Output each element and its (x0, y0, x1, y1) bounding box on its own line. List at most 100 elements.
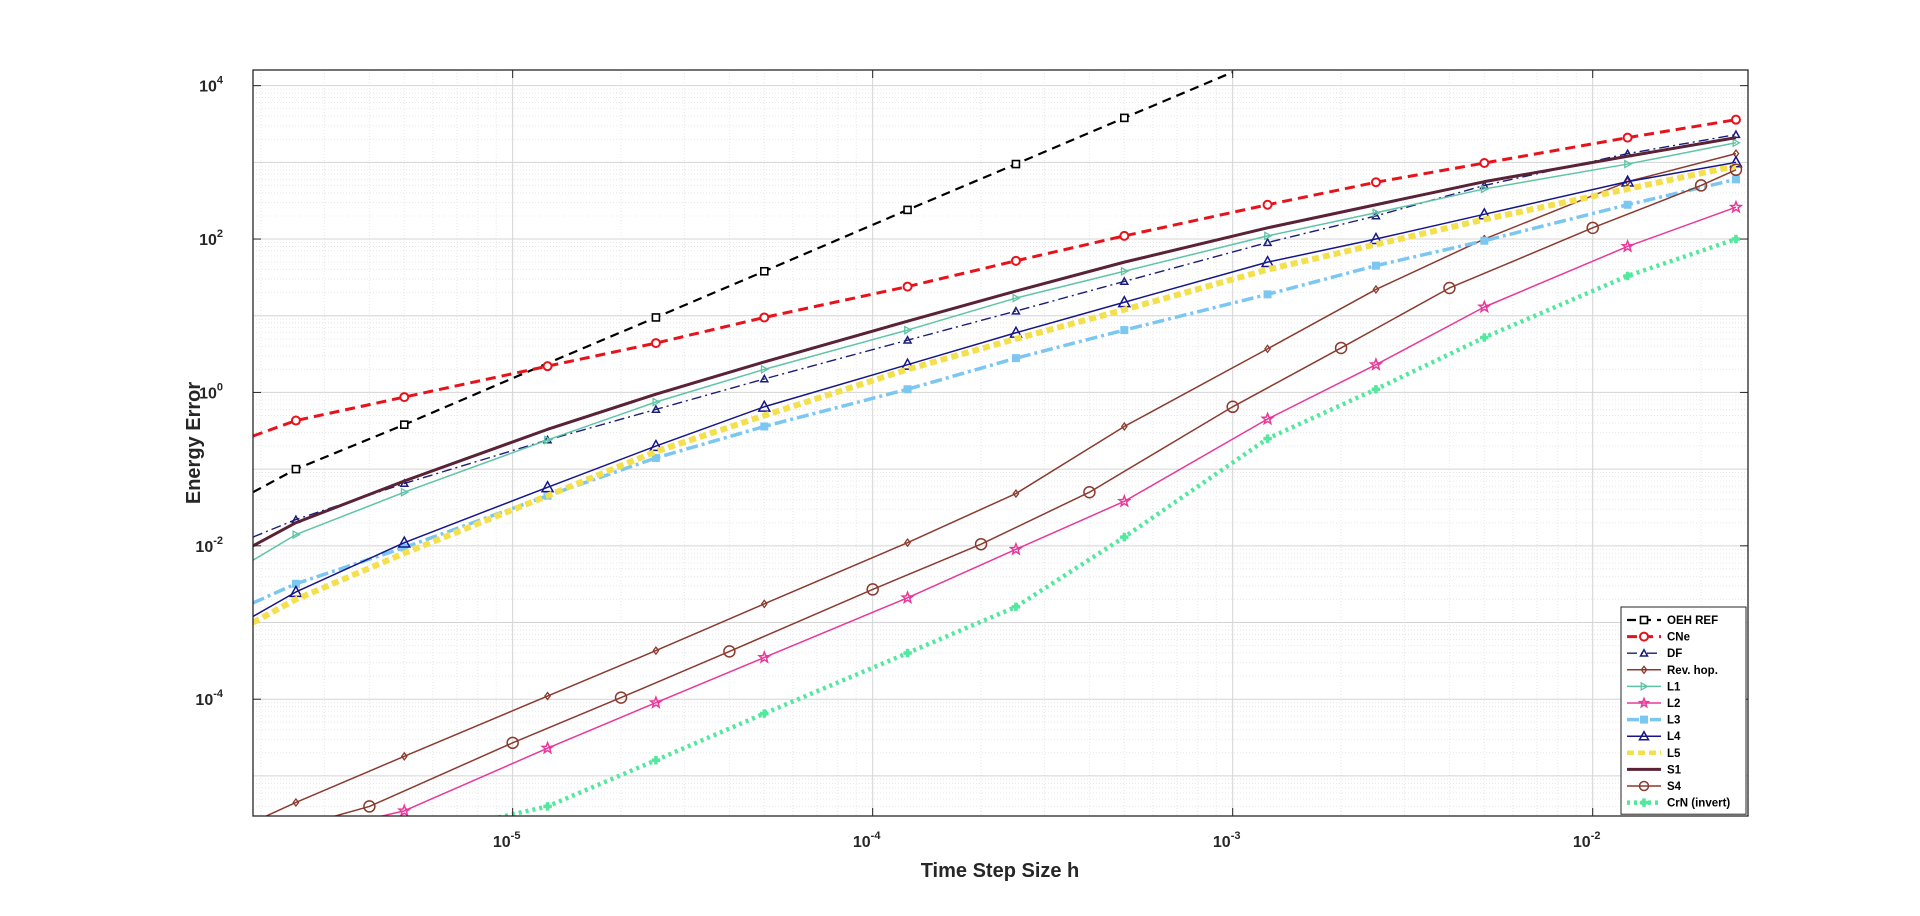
data-point-crn-invert (1263, 434, 1272, 443)
series-line-s4 (332, 169, 1737, 816)
data-point-l3 (760, 422, 769, 431)
data-point-l2 (1117, 493, 1132, 508)
data-point-s4 (1334, 341, 1348, 355)
legend-label-cne: CNe (1667, 632, 1690, 644)
data-point-crn-invert (1480, 333, 1489, 342)
series-line-df (253, 133, 1737, 538)
data-point-s4 (974, 537, 988, 551)
data-point-rev-hop (544, 691, 551, 701)
data-point-s4 (1694, 179, 1708, 192)
x-tick-label: 10-5 (493, 830, 521, 851)
data-point-l3 (1480, 236, 1489, 245)
y-tick-label: 10-4 (195, 688, 223, 709)
data-point-s4 (1226, 400, 1239, 414)
data-point-crn-invert (651, 755, 661, 765)
data-point-cne (1262, 199, 1273, 210)
data-point-rev-hop (652, 646, 660, 656)
data-point-s4 (723, 645, 736, 658)
data-point-l3 (651, 453, 660, 462)
data-point-l1 (1372, 208, 1381, 218)
data-point-l4 (397, 535, 412, 548)
x-axis-title: Time Step Size h (921, 860, 1080, 882)
data-point-l2 (1620, 238, 1635, 253)
data-point-l2 (1368, 357, 1384, 371)
legend-label-s1: S1 (1667, 764, 1682, 776)
data-point-oeh-ref (651, 313, 661, 322)
series-line-cne (253, 118, 1737, 438)
legend-label-l5: L5 (1667, 748, 1681, 760)
data-point-df (1119, 276, 1130, 285)
legend-marker-l3 (1640, 715, 1648, 724)
data-point-l1 (1012, 293, 1021, 303)
legend-label-oeh-ref: OEH REF (1667, 615, 1718, 627)
data-point-l3 (903, 385, 912, 394)
y-tick-label: 10-2 (195, 535, 223, 556)
data-point-l4 (649, 438, 663, 452)
data-point-l1 (760, 364, 770, 374)
data-point-l1 (1264, 231, 1273, 241)
x-tick-label: 10-3 (1213, 830, 1241, 851)
data-point-df (1731, 129, 1741, 139)
data-point-l2 (757, 649, 772, 664)
data-point-s4 (614, 691, 628, 704)
x-tick-label: 10-4 (853, 830, 881, 851)
data-point-crn-invert (903, 648, 912, 658)
data-point-l1 (904, 325, 913, 335)
series-oeh-ref (253, 71, 1234, 494)
data-point-crn-invert (1120, 532, 1129, 542)
series-line-oeh-ref (253, 71, 1234, 494)
data-point-l2 (1477, 299, 1492, 314)
data-point-crn-invert (1371, 385, 1381, 394)
data-point-cne (542, 361, 553, 372)
series-line-s1 (253, 136, 1737, 548)
legend-marker-crn-invert (1639, 798, 1649, 807)
data-point-l2 (540, 740, 555, 755)
data-point-s4 (866, 583, 879, 596)
data-point-l1 (1624, 159, 1633, 169)
data-point-cne (759, 312, 770, 323)
data-point-df (1262, 237, 1273, 247)
x-tick-label: 10-2 (1573, 830, 1601, 851)
data-point-oeh-ref (903, 205, 912, 215)
data-point-df (759, 373, 770, 383)
legend-label-l4: L4 (1667, 731, 1681, 743)
legend-marker-oeh-ref (1639, 615, 1649, 625)
series-line-l4 (253, 161, 1737, 618)
legend-marker-l2 (1637, 696, 1651, 709)
data-point-crn-invert (1011, 602, 1021, 612)
legend: OEH REF CNe DF Rev. hop. L1 L2 L3 L4 L5 S1 S4 CrN (… (1620, 606, 1747, 815)
data-point-rev-hop (1012, 488, 1020, 499)
data-point-cne (902, 281, 913, 292)
series-l1 (253, 138, 1741, 561)
legend-marker-df (1639, 648, 1649, 657)
data-point-s4 (1729, 163, 1743, 177)
data-point-df (902, 335, 913, 344)
data-point-l1 (1480, 184, 1490, 194)
series-crn-invert (494, 234, 1741, 816)
data-point-oeh-ref (759, 266, 769, 276)
legend-box (1620, 606, 1747, 815)
data-point-rev-hop (760, 599, 768, 609)
data-point-crn-invert (1623, 271, 1632, 281)
data-point-l2 (397, 803, 412, 816)
legend-label-l3: L3 (1667, 715, 1680, 727)
data-point-cne (1730, 114, 1741, 125)
data-point-rev-hop (1120, 421, 1128, 432)
series-s1 (253, 136, 1737, 548)
data-point-crn-invert (1731, 234, 1741, 244)
data-point-s4 (1443, 281, 1456, 295)
series-line-l5 (253, 162, 1737, 626)
data-point-l1 (1120, 266, 1130, 276)
data-point-l1 (292, 530, 301, 540)
series-line-rev-hop (264, 152, 1737, 816)
grid (253, 70, 1748, 817)
data-point-l2 (1728, 199, 1744, 214)
legend-label-crn-invert: CrN (invert) (1667, 798, 1730, 810)
data-point-l4 (1369, 231, 1383, 245)
data-point-l4 (1260, 255, 1275, 268)
series-line-l3 (253, 177, 1737, 605)
axis-ticks: 10-5 10-4 10-3 10-2 10-4 10-2 100 102 104 (195, 70, 1748, 851)
legend-label-rev-hop: Rev. hop. (1667, 665, 1718, 677)
data-point-l3 (1120, 326, 1129, 335)
